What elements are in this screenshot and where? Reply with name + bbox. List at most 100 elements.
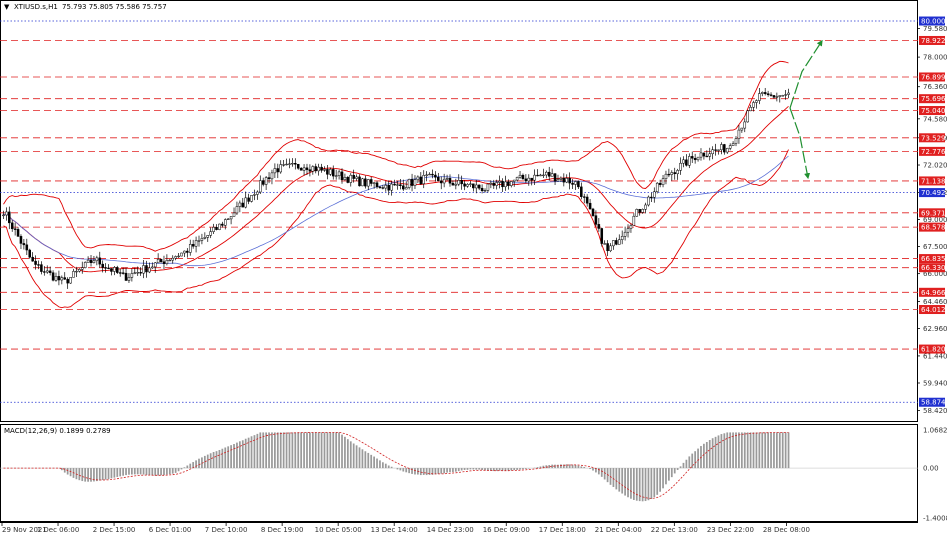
macd-tick-label: -1.4008 — [923, 515, 947, 523]
level-tag — [919, 344, 945, 354]
level-tag — [919, 146, 945, 156]
candle-body — [89, 259, 93, 263]
candle-body — [98, 257, 102, 265]
candle-body — [340, 171, 344, 181]
time-tick-label: 7 Dec 10:00 — [205, 526, 248, 534]
candle-body — [107, 267, 110, 269]
level-tag-label: 64.012 — [921, 306, 946, 314]
candle-body — [355, 176, 358, 179]
level-tag-label: 69.371 — [921, 209, 946, 217]
candle-body — [308, 169, 312, 172]
bollinger-lower — [3, 149, 789, 309]
candle-body — [550, 173, 554, 177]
candle-body — [434, 174, 437, 178]
candle-body — [16, 229, 20, 237]
candle-body — [133, 272, 137, 274]
time-tick-label: 23 Dec 22:00 — [707, 526, 754, 534]
candle-body — [264, 177, 268, 185]
candle-body — [419, 176, 423, 185]
candle-body — [250, 195, 253, 202]
price-tick-label: 64.460 — [923, 298, 947, 306]
candle-body — [740, 127, 744, 131]
candle-body — [51, 272, 55, 281]
candle-body — [8, 211, 11, 224]
ohlc-readout: 75.793 75.805 75.586 75.757 — [62, 3, 167, 11]
candle-body — [787, 92, 790, 95]
candle-body — [72, 271, 75, 278]
candle-body — [527, 177, 531, 182]
candle-body — [620, 236, 624, 240]
level-tag-label: 61.820 — [921, 346, 946, 354]
candle-body — [556, 179, 560, 182]
candle-body — [314, 166, 318, 172]
candle-body — [594, 215, 598, 225]
level-tag-label: 66.835 — [921, 255, 946, 263]
candle-body — [629, 225, 633, 229]
candle-body — [171, 257, 175, 261]
candle-body — [445, 178, 449, 180]
candle-body — [28, 249, 31, 258]
candle-body — [188, 244, 192, 253]
candle-body — [521, 174, 525, 180]
candle-body — [690, 156, 694, 159]
time-tick-label: 28 Dec 08:00 — [763, 526, 810, 534]
candle-body — [142, 265, 145, 274]
candle-body — [752, 102, 755, 108]
candle-body — [63, 277, 67, 280]
candle-body — [661, 178, 665, 185]
candle-body — [682, 159, 685, 164]
candle-body — [407, 179, 411, 188]
candle-body — [80, 267, 84, 270]
candle-body — [186, 250, 189, 253]
macd-indicator: 1.0682 0.00 -1.4008 — [0, 427, 947, 523]
price-tick-label: 66.000 — [923, 270, 947, 278]
candle-body — [623, 231, 627, 237]
candle-body — [460, 180, 463, 185]
candle-body — [761, 92, 764, 94]
candle-body — [565, 178, 569, 183]
candle-body — [116, 267, 119, 273]
candle-body — [54, 276, 58, 281]
candle-body — [180, 252, 183, 257]
candle-body — [603, 243, 606, 245]
candle-body — [372, 182, 376, 184]
candle-body — [5, 211, 8, 216]
candle-body — [772, 95, 776, 98]
price-tick-label: 69.000 — [923, 216, 947, 224]
time-tick-label: 1 Dec 06:00 — [37, 526, 80, 534]
candle-body — [778, 95, 782, 97]
candle-body — [612, 240, 615, 247]
candle-body — [78, 269, 81, 272]
candle-body — [83, 262, 87, 268]
candle-body — [568, 178, 571, 184]
time-tick-label: 21 Dec 04:00 — [595, 526, 642, 534]
candle-body — [25, 244, 29, 251]
candle-body — [574, 181, 577, 185]
candle-body — [685, 159, 688, 166]
candle-body — [617, 239, 621, 245]
candle-body — [469, 183, 472, 185]
price-tick-label: 59.940 — [923, 379, 947, 387]
menu-arrow-icon[interactable]: ▼ — [4, 3, 10, 11]
candle-body — [577, 181, 580, 188]
price-tick-label: 79.580 — [923, 25, 947, 33]
candle-body — [404, 187, 408, 190]
candle-body — [229, 216, 233, 220]
candle-body — [720, 144, 723, 151]
candle-body — [369, 179, 373, 184]
candle-body — [775, 96, 779, 98]
candle-body — [101, 263, 104, 268]
candle-body — [291, 163, 294, 165]
level-tag — [919, 208, 945, 218]
candle-body — [329, 169, 332, 175]
candle-body — [743, 121, 747, 129]
time-tick-label: 16 Dec 09:00 — [483, 526, 530, 534]
candle-body — [451, 182, 455, 186]
candle-body — [647, 196, 650, 206]
time-tick-label: 13 Dec 14:00 — [371, 526, 418, 534]
candle-body — [676, 170, 679, 175]
candle-body — [113, 267, 116, 272]
level-tags: 80.000 78.922 76.899 75.696 75.040 73.529 72.7… — [919, 16, 946, 407]
